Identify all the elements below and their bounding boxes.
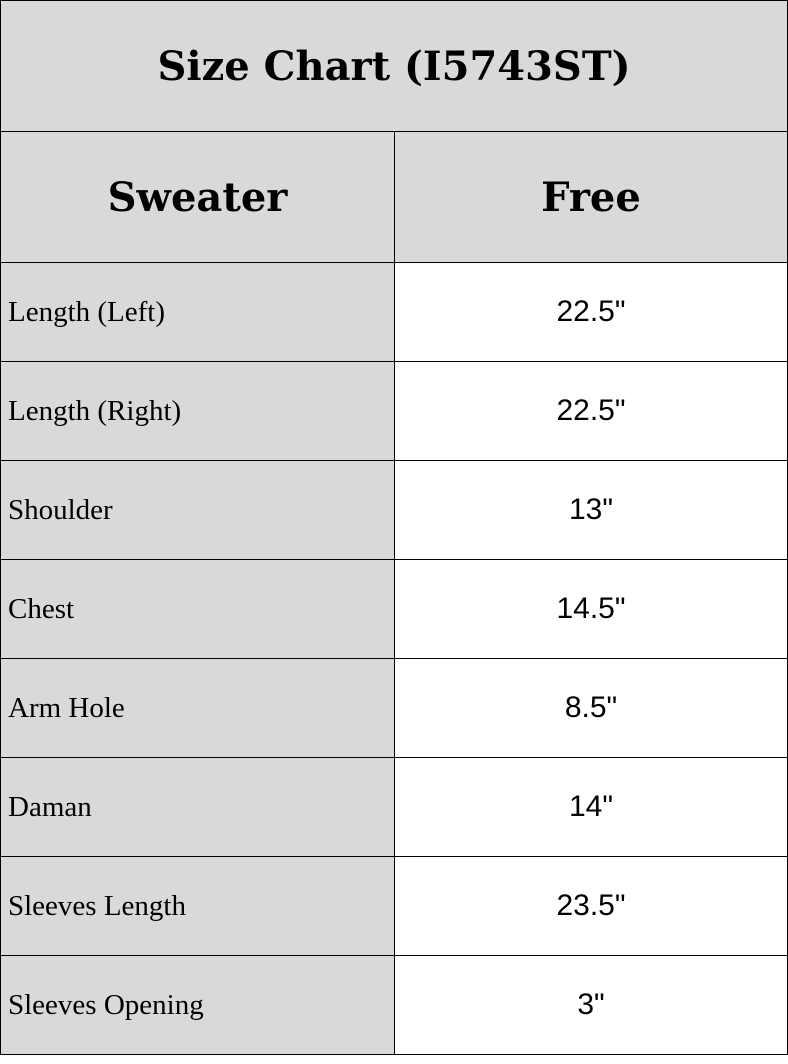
table-row: Chest 14.5"	[0, 559, 788, 659]
measurement-value: 22.5"	[394, 262, 788, 362]
table-row: Length (Right) 22.5"	[0, 361, 788, 461]
table-row: Arm Hole 8.5"	[0, 658, 788, 758]
measurement-label: Sleeves Opening	[0, 955, 395, 1055]
measurement-label: Length (Right)	[0, 361, 395, 461]
table-title: Size Chart (I5743ST)	[0, 0, 788, 132]
measurement-value: 23.5"	[394, 856, 788, 956]
measurement-label: Chest	[0, 559, 395, 659]
measurement-value: 3"	[394, 955, 788, 1055]
table-row: Daman 14"	[0, 757, 788, 857]
measurement-value: 22.5"	[394, 361, 788, 461]
size-header: Free	[394, 131, 788, 263]
measurement-value: 8.5"	[394, 658, 788, 758]
measurement-value: 14.5"	[394, 559, 788, 659]
garment-header: Sweater	[0, 131, 395, 263]
header-row: Sweater Free	[0, 131, 788, 263]
measurement-label: Sleeves Length	[0, 856, 395, 956]
table-row: Shoulder 13"	[0, 460, 788, 560]
table-row: Sleeves Length 23.5"	[0, 856, 788, 956]
table-row: Length (Left) 22.5"	[0, 262, 788, 362]
measurement-label: Arm Hole	[0, 658, 395, 758]
measurement-label: Daman	[0, 757, 395, 857]
measurement-value: 14"	[394, 757, 788, 857]
table-row: Sleeves Opening 3"	[0, 955, 788, 1055]
title-row: Size Chart (I5743ST)	[0, 0, 788, 132]
measurement-value: 13"	[394, 460, 788, 560]
measurement-label: Length (Left)	[0, 262, 395, 362]
measurement-label: Shoulder	[0, 460, 395, 560]
